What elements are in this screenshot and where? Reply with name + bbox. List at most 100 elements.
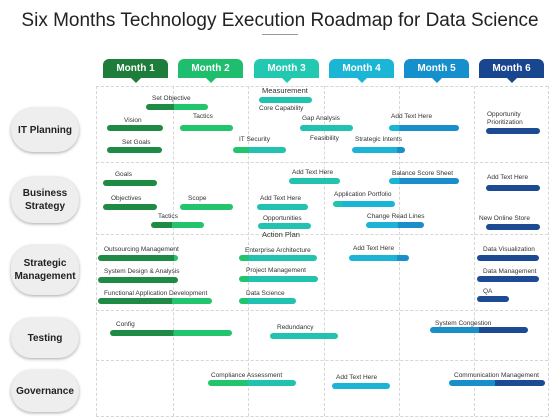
task-bar-add-text-1 [389,125,459,131]
row-divider [96,416,548,417]
task-label-enterprise-architecture: Enterprise Architecture [245,247,311,254]
task-label-data-visualization: Data Visualization [483,246,535,253]
task-label-it-security: IT Security [239,136,270,143]
row-label-governance: Governance [11,370,79,412]
row-label-strategic-management: Strategic Management [11,245,79,295]
task-label-tactics-2: Tactics [158,213,178,220]
task-label-action-plan: Action Plan [262,230,300,239]
task-bar-config [110,330,232,336]
task-bar-communication-management [449,380,545,386]
task-bar-vision [107,125,163,131]
task-label-outsourcing-management: Outsourcing Management [104,246,179,253]
task-label-set-goals: Set Goals [122,139,151,146]
task-bar-add-text-3 [486,185,540,191]
grid-line [548,86,549,416]
task-bar-balance-score-sheet [389,178,459,184]
month-header-pointer [356,78,367,83]
task-bar-gap-analysis [300,125,353,131]
task-label-compliance-assessment: Compliance Assessment [211,372,283,379]
task-bar-objectives [103,204,157,210]
task-bar-it-security [233,147,286,153]
task-label-config: Config [116,321,135,328]
task-bar-add-text-4 [257,204,308,210]
task-bar-compliance-assessment [208,380,296,386]
row-divider [96,360,548,361]
task-label-data-management: Data Management [483,268,537,275]
page-title: Six Months Technology Execution Roadmap … [21,10,539,31]
task-label-core-capability: Core Capability [259,105,304,112]
task-label-add-text-4: Add Text Here [260,195,302,202]
grid-line [173,86,174,416]
task-bar-application-portfolio [333,201,395,207]
task-label-set-objective: Set Objective [152,95,191,102]
grid-line [399,86,400,416]
task-label-scope: Scope [188,195,207,202]
task-bar-add-text-2 [289,178,340,184]
month-6-header: Month 6 [479,59,544,83]
task-bar-qa [477,296,509,302]
task-bar-project-management [239,276,318,282]
task-bar-set-goals [107,147,162,153]
task-bar-set-objective [146,104,208,110]
task-bar-redundancy [270,333,338,339]
task-bar-strategic-intents [352,147,405,153]
task-bar-add-text-5 [349,255,409,261]
title-underline [262,34,298,35]
task-label-objectives: Objectives [111,195,142,202]
month-2-header: Month 2 [178,59,243,83]
task-bar-change-read-lines [366,222,424,228]
task-label-functional-app-dev: Functional Application Development [104,290,208,297]
task-label-add-text-1: Add Text Here [391,113,433,120]
row-label-business-strategy: Business Strategy [11,177,79,223]
task-label-qa: QA [483,288,493,295]
row-divider [96,162,548,163]
grid-line [248,86,249,416]
row-divider [96,86,548,87]
task-label-add-text-2: Add Text Here [292,169,334,176]
month-4-header: Month 4 [329,59,394,83]
task-label-application-portfolio: Application Portfolio [334,191,392,198]
month-header-pointer [431,78,442,83]
task-bar-opportunity-prioritization [486,128,540,134]
task-label-tactics-1: Tactics [193,113,213,120]
task-label-system-design: System Design & Analysis [104,268,180,275]
task-bar-data-management [477,276,539,282]
month-header-pointer [205,78,216,83]
task-bar-goals [103,180,157,186]
task-label-vision: Vision [124,117,142,124]
task-bar-system-congestion [430,327,528,333]
task-label-add-text-6: Add Text Here [336,374,378,381]
task-bar-enterprise-architecture [239,255,317,261]
grid-line [324,86,325,416]
task-bar-system-design [98,277,178,283]
task-label-system-congestion: System Congestion [435,320,492,327]
month-1-header: Month 1 [103,59,168,83]
task-label-data-science: Data Science [246,290,285,297]
month-header-pointer [506,78,517,83]
task-label-balance-score-sheet: Balance Score Sheet [392,170,454,177]
task-label-strategic-intents: Strategic Intents [355,136,402,143]
task-label-measurement: Measurement [262,86,308,95]
task-label-add-text-5: Add Text Here [353,245,395,252]
task-bar-tactics-2 [151,222,204,228]
row-label-testing: Testing [11,318,79,358]
task-bar-functional-app-dev [98,298,212,304]
task-bar-measurement [259,97,312,103]
row-divider [96,234,548,235]
task-label-communication-management: Communication Management [454,372,539,379]
task-bar-add-text-6 [332,383,390,389]
task-label-opportunity-prioritization: Opportunity Prioritization [487,111,523,126]
task-label-gap-analysis: Gap Analysis [302,115,340,122]
month-header-pointer [281,78,292,83]
task-label-add-text-3: Add Text Here [487,174,529,181]
month-5-header: Month 5 [404,59,469,83]
task-label-change-read-lines: Change Read Lines [367,213,425,220]
task-bar-scope [180,204,233,210]
task-bar-tactics-1 [180,125,233,131]
task-label-feasibility: Feasibility [310,135,339,142]
task-bar-outsourcing-management [98,255,178,261]
task-bar-new-online-store [486,224,540,230]
row-divider [96,310,548,311]
task-label-project-management: Project Management [246,267,306,274]
task-label-redundancy: Redundancy [277,324,314,331]
